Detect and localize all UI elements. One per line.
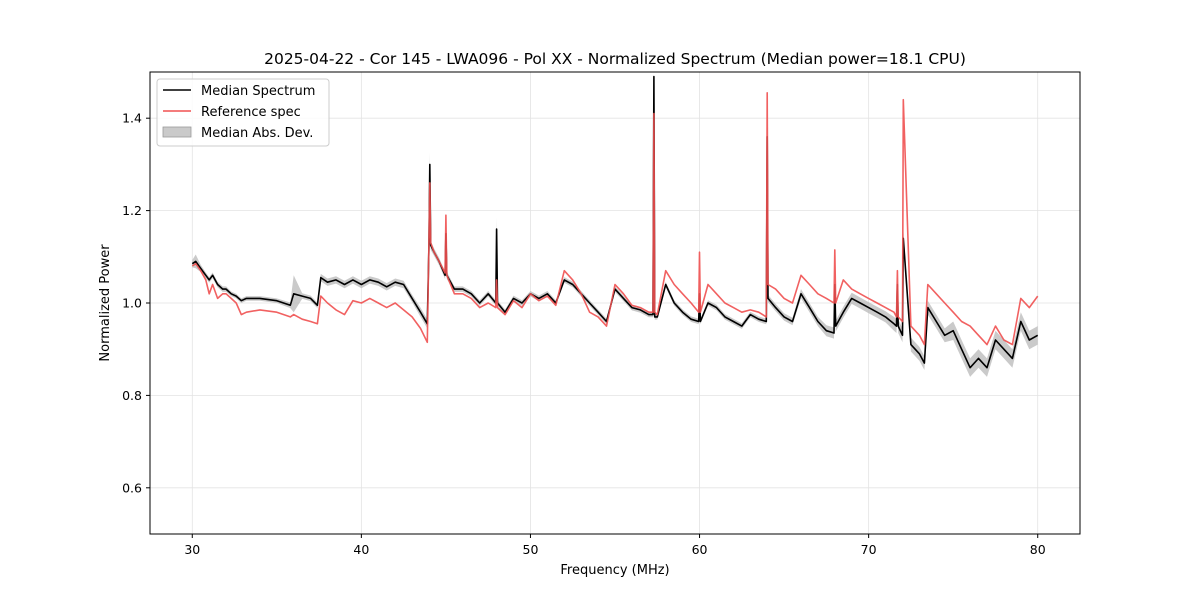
x-tick-label: 40 [353,542,369,557]
y-tick-label: 0.8 [122,388,142,403]
x-axis-label: Frequency (MHz) [560,563,669,578]
legend: Median Spectrum Reference spec Median Ab… [156,78,330,147]
y-tick-label: 1.0 [122,296,142,311]
series-layer [191,75,1039,369]
median-spectrum-line [191,75,1039,369]
legend-label-mad: Median Abs. Dev. [201,126,313,141]
chart-title: 2025-04-22 - Cor 145 - LWA096 - Pol XX -… [264,50,966,68]
y-axis-label: Normalized Power [98,244,113,362]
y-tick-label: 1.2 [122,203,142,218]
legend-box [156,78,330,147]
legend-label-median: Median Spectrum [201,84,315,99]
axis-ticks: 30 40 50 60 70 80 0.6 0.8 1.0 1.2 1.4 [122,111,1046,557]
x-tick-label: 80 [1030,542,1046,557]
grid [150,72,1080,534]
legend-label-reference: Reference spec [201,105,301,120]
x-tick-label: 30 [184,542,200,557]
x-tick-label: 70 [861,542,877,557]
y-tick-label: 1.4 [122,111,142,126]
reference-spec-line [191,92,1039,346]
x-tick-label: 50 [523,542,539,557]
x-tick-label: 60 [692,542,708,557]
legend-swatch-mad [162,126,192,138]
y-tick-label: 0.6 [122,480,142,495]
